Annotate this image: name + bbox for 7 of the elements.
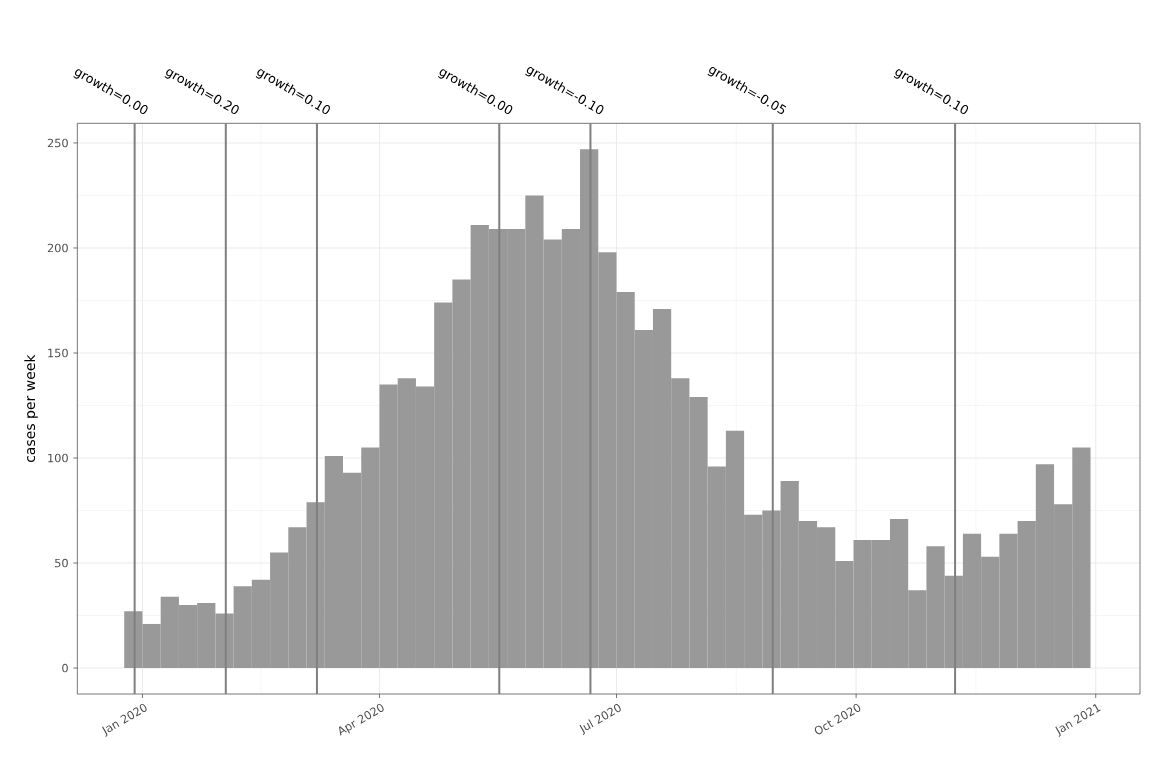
y-tick-label: 0 xyxy=(62,663,68,673)
y-tick-label: 50 xyxy=(55,558,68,568)
y-axis-title: cases per week xyxy=(24,354,38,463)
y-tick-label: 150 xyxy=(48,348,68,358)
y-tick-label: 250 xyxy=(47,138,68,148)
y-tick-label: 200 xyxy=(47,243,68,253)
y-tick-label: 100 xyxy=(48,453,68,463)
